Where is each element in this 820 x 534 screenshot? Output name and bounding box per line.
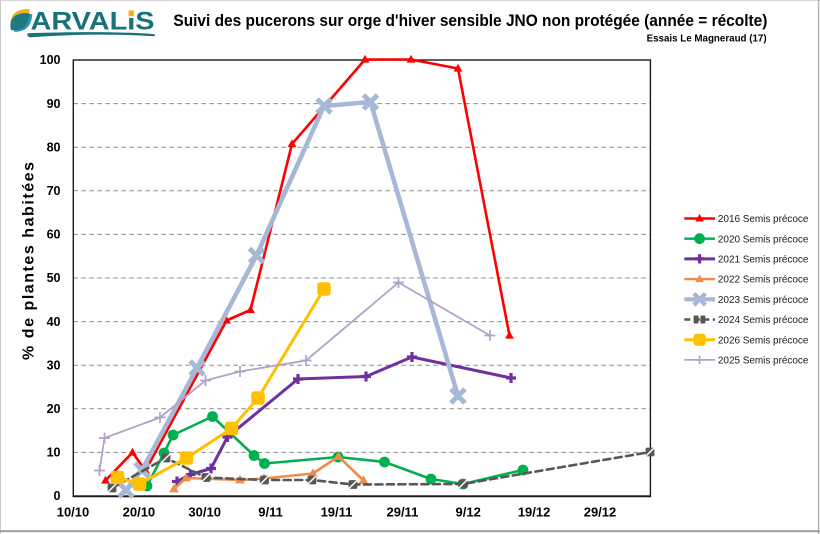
svg-text:2021 Semis précoce: 2021 Semis précoce — [718, 255, 809, 266]
svg-text:29/12: 29/12 — [584, 504, 617, 519]
svg-text:Suivi des pucerons sur orge d': Suivi des pucerons sur orge d'hiver sens… — [173, 12, 767, 30]
svg-text:Essais Le Magneraud (17): Essais Le Magneraud (17) — [647, 33, 767, 44]
svg-text:19/12: 19/12 — [518, 504, 551, 519]
svg-text:20: 20 — [47, 402, 61, 416]
svg-text:10/10: 10/10 — [57, 504, 90, 519]
svg-text:2022 Semis précoce: 2022 Semis précoce — [718, 275, 809, 286]
svg-text:30/10: 30/10 — [188, 504, 221, 519]
svg-text:40: 40 — [47, 315, 61, 329]
svg-text:2026 Semis précoce: 2026 Semis précoce — [718, 335, 809, 346]
svg-text:% de plantes habitées: % de plantes habitées — [21, 162, 38, 360]
svg-text:90: 90 — [47, 97, 61, 111]
svg-text:100: 100 — [40, 53, 61, 67]
svg-text:2016 Semis précoce: 2016 Semis précoce — [718, 214, 809, 225]
svg-text:19/11: 19/11 — [321, 504, 353, 519]
svg-text:29/11: 29/11 — [386, 504, 418, 519]
svg-text:2024 Semis précoce: 2024 Semis précoce — [718, 315, 809, 326]
svg-text:2025 Semis précoce: 2025 Semis précoce — [718, 356, 809, 367]
svg-text:30: 30 — [47, 358, 61, 372]
svg-text:ARVALIS: ARVALIS — [31, 8, 155, 36]
svg-text:70: 70 — [47, 184, 61, 198]
svg-text:80: 80 — [47, 140, 61, 154]
svg-text:60: 60 — [47, 228, 61, 242]
svg-text:9/11: 9/11 — [258, 504, 283, 519]
svg-text:50: 50 — [47, 271, 61, 285]
svg-text:9/12: 9/12 — [456, 504, 481, 519]
svg-text:0: 0 — [54, 489, 61, 503]
svg-text:20/10: 20/10 — [123, 504, 156, 519]
svg-text:2020 Semis précoce: 2020 Semis précoce — [718, 234, 809, 245]
svg-text:10: 10 — [47, 446, 61, 460]
svg-text:2023 Semis précoce: 2023 Semis précoce — [718, 295, 809, 306]
